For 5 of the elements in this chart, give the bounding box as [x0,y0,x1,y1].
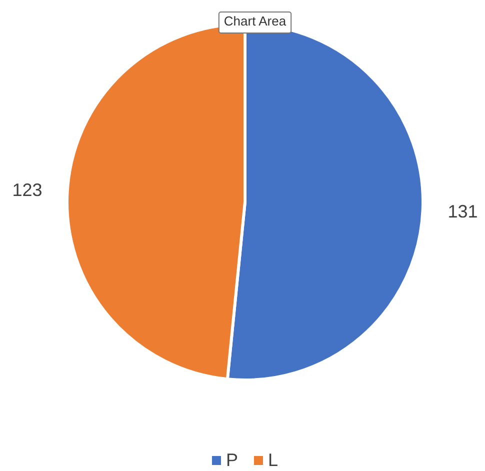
legend-label: P [226,450,238,470]
data-label: 123 [12,180,42,200]
legend-label: L [268,450,278,470]
text: Chart Area [224,13,287,28]
data-label: 131 [448,202,478,222]
